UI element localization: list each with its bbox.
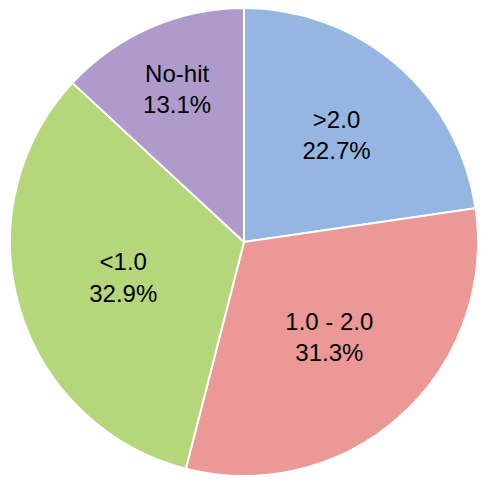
svg-text:<1.032.9%: <1.032.9% — [89, 248, 157, 306]
svg-text:>2.022.7%: >2.022.7% — [303, 106, 371, 164]
svg-text:No-hit13.1%: No-hit13.1% — [143, 60, 211, 118]
svg-text:1.0 - 2.031.3%: 1.0 - 2.031.3% — [285, 308, 373, 366]
